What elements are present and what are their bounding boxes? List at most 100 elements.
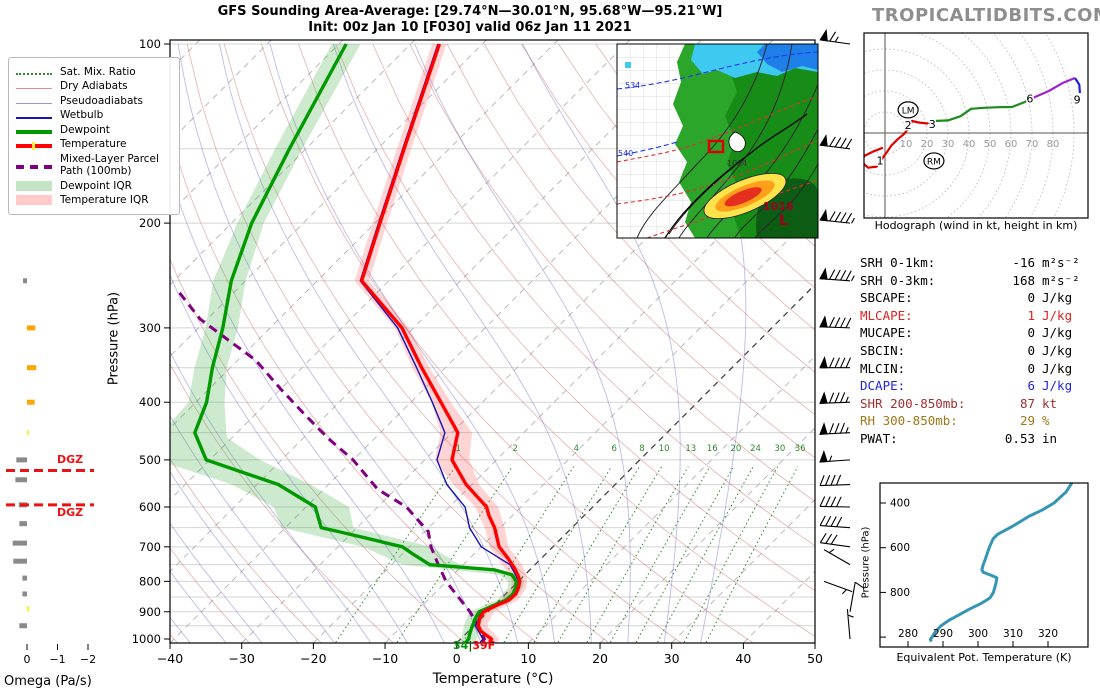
stat-label: SBCIN: (860, 342, 906, 358)
mixing-ratio-labels: 1 2 4 6 8 10 13 16 20 24 30 36 (455, 444, 805, 454)
hodograph-trace-9km (1074, 77, 1081, 94)
dewpoint-trace (193, 43, 518, 643)
legend-item: Pseudoadiabats (16, 95, 172, 107)
mixing-ratio-label: 10 (659, 444, 670, 454)
stat-label: MUCAPE: (860, 325, 913, 341)
omega-bar (27, 606, 30, 612)
omega-bar (27, 430, 29, 436)
legend-item: Temperature (16, 138, 172, 151)
pressure-tick-label: 400 (139, 395, 161, 409)
map-blue-dashed (617, 141, 678, 157)
legend-item: Dewpoint IQR (16, 180, 172, 192)
map-label-540: 540 (618, 149, 633, 158)
theta-e-xtick-label: 280 (898, 628, 918, 640)
mixratio-legend-swatch (16, 73, 52, 76)
stat-label: SRH 0-1km: (860, 255, 936, 270)
pressure-tick-label: 100 (139, 37, 161, 51)
stat-unit: J/kg (1042, 307, 1073, 323)
temperature-tick-label: 10 (520, 651, 536, 666)
hodograph-ring-label: 30 (942, 139, 955, 150)
hodograph-caption: Hodograph (wind in kt, height in km) (874, 219, 1078, 232)
map-coastline (664, 113, 808, 238)
theta-e-axes: 280 290 300 310 320 400 600 800 (879, 482, 1089, 648)
stat-unit: J/kg (1042, 290, 1073, 306)
theta-e-xtick-label: 290 (933, 628, 953, 640)
pressure-tick-label: 600 (139, 500, 161, 514)
stat-row: PWAT: 0.53 in (860, 430, 1098, 448)
theta-e-xtick-label: 320 (1038, 628, 1058, 640)
omega-bar (16, 457, 27, 463)
pseudoadiabat-lines (170, 43, 747, 643)
mixing-ratio-lines (335, 466, 799, 643)
stat-label: MLCAPE: (860, 307, 913, 323)
skewt-yaxis-title: Pressure (hPa) (106, 291, 122, 386)
stat-row: SRH 0-3km: 168 m²s⁻² (860, 272, 1098, 290)
stat-unit: in (1042, 430, 1058, 446)
legend-label: Pseudoadiabats (60, 94, 143, 107)
pressure-tick-label: 300 (139, 321, 161, 335)
mixing-ratio-label: 1 (455, 444, 460, 454)
dgz-upper-label: DGZ (57, 453, 84, 466)
dewpoint-legend-swatch (16, 129, 52, 134)
map-bay (728, 131, 746, 152)
legend-item: Dry Adiabats (16, 80, 172, 92)
map-blue-dashed (617, 51, 818, 90)
temperature-tick-label: −10 (372, 651, 398, 666)
hodograph-height-label: 9 (1074, 93, 1081, 106)
hodograph-marker (897, 101, 919, 119)
dewiqr-legend-swatch (16, 180, 52, 191)
pressure-tick-label: 800 (139, 574, 161, 588)
theta-e-ytick-label: 800 (890, 587, 910, 599)
omega-bar (27, 325, 36, 331)
dgz-lower-label: DGZ (57, 506, 84, 519)
stat-label: SBCAPE: (860, 290, 913, 306)
map-label-1016: 1016 (763, 200, 794, 213)
stat-value: 6 (1027, 378, 1035, 394)
legend-label: Wetbulb (60, 109, 104, 122)
map-isobar (734, 128, 818, 238)
map-snow-blue (757, 44, 818, 72)
mixing-ratio-label: 2 (512, 444, 517, 454)
title-line-1: GFS Sounding Area-Average: [29.74°N—30.0… (217, 4, 723, 19)
brand-logo: TROPICALTIDBITS.COM (872, 5, 1100, 26)
legend-label: Dry Adiabats (60, 80, 128, 93)
omega-bar (27, 399, 35, 405)
stat-value: 0 (1027, 290, 1035, 306)
temperature-tick-label: −30 (229, 651, 255, 666)
legend-item: Wetbulb (16, 109, 172, 121)
wetbulb-legend-swatch (16, 116, 52, 119)
omega-bar (15, 477, 27, 483)
temperature-tick-label: −40 (157, 651, 183, 666)
theta-e-yaxis-title: Pressure (hPa) (860, 526, 872, 599)
stat-unit: % (1042, 413, 1050, 429)
legend-label: Dewpoint (60, 123, 110, 136)
skewt-xaxis-title: Temperature (°C) (432, 671, 554, 687)
theta-e-ytick-label: 600 (890, 542, 910, 554)
temperature-tick-label: −20 (300, 651, 326, 666)
temperature-iqr-band (354, 44, 527, 643)
stat-value: 0 (1027, 325, 1035, 341)
omega-axis-title: Omega (Pa/s) (4, 674, 92, 689)
legend-label: Dewpoint IQR (60, 179, 132, 192)
map-heavy-precip (703, 172, 787, 220)
mixing-ratio-label: 20 (730, 444, 741, 454)
omega-bar (19, 623, 27, 629)
stat-row: RH 300-850mb: 29% (860, 412, 1098, 430)
mixing-ratio-label: 30 (775, 444, 786, 454)
temperature-tick-label: 50 (807, 651, 823, 666)
stat-row: DCAPE: 6 J/kg (860, 377, 1098, 395)
map-isobar (678, 44, 793, 238)
theta-e-xaxis-title: Equivalent Pot. Temperature (K) (896, 651, 1072, 664)
omega-tick-label: 0 (24, 653, 31, 666)
map-isobar (636, 44, 768, 238)
stat-value: 0 (1027, 342, 1035, 358)
omega-tick-label: −2 (80, 653, 96, 666)
hodograph-marker-label: RM (927, 157, 941, 167)
omega-bar (19, 521, 27, 527)
stat-label: PWAT: (860, 430, 898, 446)
stat-value: 29 (1019, 413, 1035, 429)
stat-row: MLCAPE: 1 J/kg (860, 307, 1098, 325)
theta-e-xtick-label: 300 (968, 628, 988, 640)
